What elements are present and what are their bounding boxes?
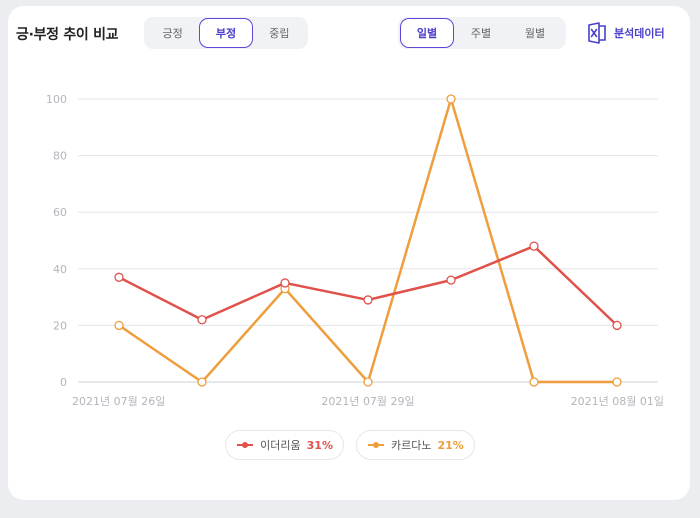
data-point [612,377,622,387]
legend-marker-series-2 [367,441,385,449]
data-point [114,272,124,282]
data-point [197,315,207,325]
y-tick-label: 20 [53,319,67,332]
export-data-button[interactable]: 분석데이터 [586,22,665,44]
x-tick-label: 2021년 08월 01일 [571,394,664,408]
sentiment-toggle: 긍정 부정 중립 [144,17,308,49]
data-point [529,377,539,387]
export-label: 분석데이터 [614,27,665,40]
tab-weekly[interactable]: 주별 [470,27,492,40]
series-line-2 [118,97,617,384]
legend-item-series-2[interactable]: 카르다노 21% [356,430,475,460]
y-tick-label: 0 [60,376,67,389]
chart-title: 긍·부정 추이 비교 [16,27,119,43]
data-point [363,377,373,387]
data-point [612,320,622,331]
legend-item-series-1[interactable]: 이더리움 31% [225,430,344,460]
period-toggle: 일별 주별 월별 [398,17,566,49]
data-point [446,275,456,285]
data-point [446,94,456,104]
y-tick-label: 100 [46,93,67,106]
y-tick-label: 80 [53,150,67,163]
y-tick-label: 60 [53,206,67,219]
data-point [197,377,207,387]
tab-monthly[interactable]: 월별 [524,27,546,40]
legend-percent-series-1: 31% [306,438,333,452]
tab-neutral[interactable]: 중립 [269,27,290,40]
x-tick-label: 2021년 07월 26일 [72,394,165,408]
tab-daily[interactable]: 일별 [400,18,454,48]
legend-label-series-1: 이더리움 [260,439,301,452]
chart-card [8,6,690,500]
tab-negative[interactable]: 부정 [199,18,253,48]
data-point [114,320,124,331]
tab-positive[interactable]: 긍정 [162,27,183,40]
data-point [363,295,373,305]
chart-legend: 이더리움 31% 카르다노 21% [0,430,700,460]
data-point [280,278,290,288]
x-tick-label: 2021년 07월 29일 [321,394,414,408]
legend-marker-series-1 [236,441,254,449]
legend-percent-series-2: 21% [437,438,464,452]
y-tick-label: 40 [53,263,67,276]
legend-label-series-2: 카르다노 [391,439,432,452]
excel-icon [586,22,608,44]
series-line-1 [118,244,618,327]
data-point [529,241,539,251]
